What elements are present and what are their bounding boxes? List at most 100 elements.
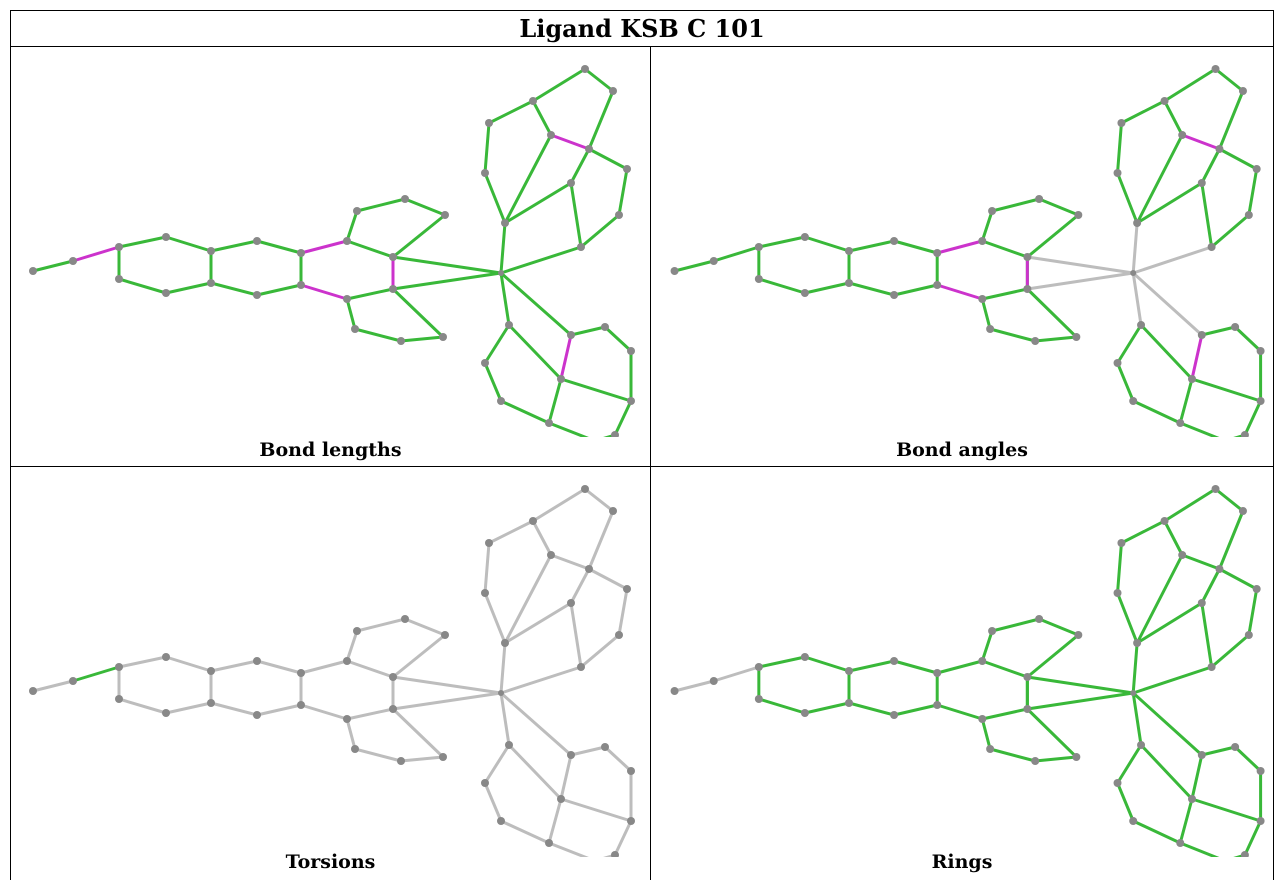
atom-M [1130, 690, 1137, 696]
bond-49 [1116, 361, 1135, 403]
molecule-structure-icon [29, 65, 635, 437]
bond-49 [483, 361, 503, 403]
atom-b4 [933, 281, 942, 289]
bond-45 [569, 601, 583, 669]
bond-53 [559, 333, 573, 381]
bond-31 [1131, 271, 1143, 327]
atom-c4 [389, 285, 397, 293]
bond-14 [980, 659, 1029, 679]
bond-43 [1247, 587, 1259, 637]
bond-2 [117, 655, 168, 669]
border-right [1273, 10, 1274, 880]
atom-f1 [1133, 219, 1142, 227]
bond-49 [1116, 781, 1135, 823]
bond-50 [1131, 819, 1182, 845]
bond-0 [31, 679, 75, 693]
bond-41 [1180, 553, 1221, 571]
bond-42 [1217, 147, 1259, 171]
atom-k1 [567, 331, 575, 339]
bond-54 [569, 745, 607, 757]
border-top [10, 10, 1274, 11]
atom-d3 [1074, 211, 1083, 219]
panel-rings: Rings [651, 467, 1273, 880]
bond-46 [1135, 181, 1204, 225]
bond-0 [673, 259, 716, 273]
bond-5 [803, 701, 851, 715]
atom-i2 [615, 631, 623, 639]
bond-11 [892, 283, 939, 297]
bond-36 [1163, 99, 1184, 137]
atom-e3 [1072, 753, 1081, 761]
bond-42 [1217, 567, 1259, 591]
bond-8 [847, 659, 896, 673]
atom-c3 [1023, 253, 1032, 261]
bond-52 [1139, 323, 1194, 381]
atom-f3 [1117, 539, 1126, 547]
atom-j4 [545, 839, 553, 847]
bond-13 [935, 239, 984, 255]
atom-h1 [1197, 179, 1206, 187]
bond-6 [757, 277, 807, 295]
bond-41 [549, 553, 591, 571]
atom-e4 [1031, 757, 1040, 765]
atom-h3 [1252, 165, 1261, 173]
atom-g2 [581, 485, 589, 493]
bond-21 [1025, 213, 1080, 259]
bond-32 [499, 691, 573, 757]
atom-c3 [389, 253, 397, 261]
atom-j4 [1176, 419, 1185, 427]
atom-i3 [1207, 243, 1216, 251]
bond-46 [503, 181, 573, 225]
bond-44 [1210, 213, 1251, 249]
atom-h2 [585, 145, 593, 153]
atom-i2 [1244, 211, 1253, 219]
atom-d3 [441, 211, 449, 219]
atom-k2 [601, 743, 609, 751]
bond-33 [1116, 591, 1139, 645]
atom-M [498, 270, 504, 276]
bond-31 [1131, 691, 1143, 747]
atom-t1 [29, 687, 37, 695]
atom-j3 [497, 397, 505, 405]
bond-47 [569, 147, 591, 185]
atom-j2 [481, 359, 489, 367]
bond-11 [255, 703, 303, 717]
atom-f2 [481, 169, 489, 177]
bond-16 [980, 707, 1029, 721]
bond-26 [345, 717, 357, 751]
atom-i3 [1207, 663, 1216, 671]
bond-60 [1190, 797, 1263, 823]
bond-21 [391, 213, 447, 259]
bond-48 [1116, 743, 1143, 785]
border-middle [10, 466, 1274, 467]
atom-k2 [601, 323, 609, 331]
bond-45 [1200, 601, 1214, 669]
atom-b4 [933, 701, 942, 709]
atom-i3 [577, 243, 585, 251]
border-title [10, 46, 1274, 47]
bond-44 [579, 633, 621, 669]
border-center [650, 46, 651, 880]
bond-57 [613, 819, 633, 857]
atom-c2 [343, 237, 351, 245]
bond-46 [1135, 601, 1204, 645]
bond-20 [1037, 617, 1080, 637]
bond-59 [1178, 421, 1220, 437]
bond-23 [391, 287, 445, 339]
bond-36 [531, 519, 553, 557]
bond-38 [531, 67, 587, 103]
bond-2 [757, 235, 807, 249]
atom-b5 [890, 291, 899, 299]
atom-j5 [557, 795, 565, 803]
atom-b5 [890, 711, 899, 719]
bond-1 [712, 245, 761, 263]
bond-20 [403, 197, 447, 217]
atom-f4 [1160, 517, 1169, 525]
atom-j1 [1137, 321, 1146, 329]
atom-a5 [162, 709, 170, 717]
bond-29 [1131, 221, 1139, 275]
bond-51 [547, 377, 563, 425]
atom-t2 [709, 677, 718, 685]
atom-b4 [297, 701, 305, 709]
atom-d2 [1035, 615, 1044, 623]
